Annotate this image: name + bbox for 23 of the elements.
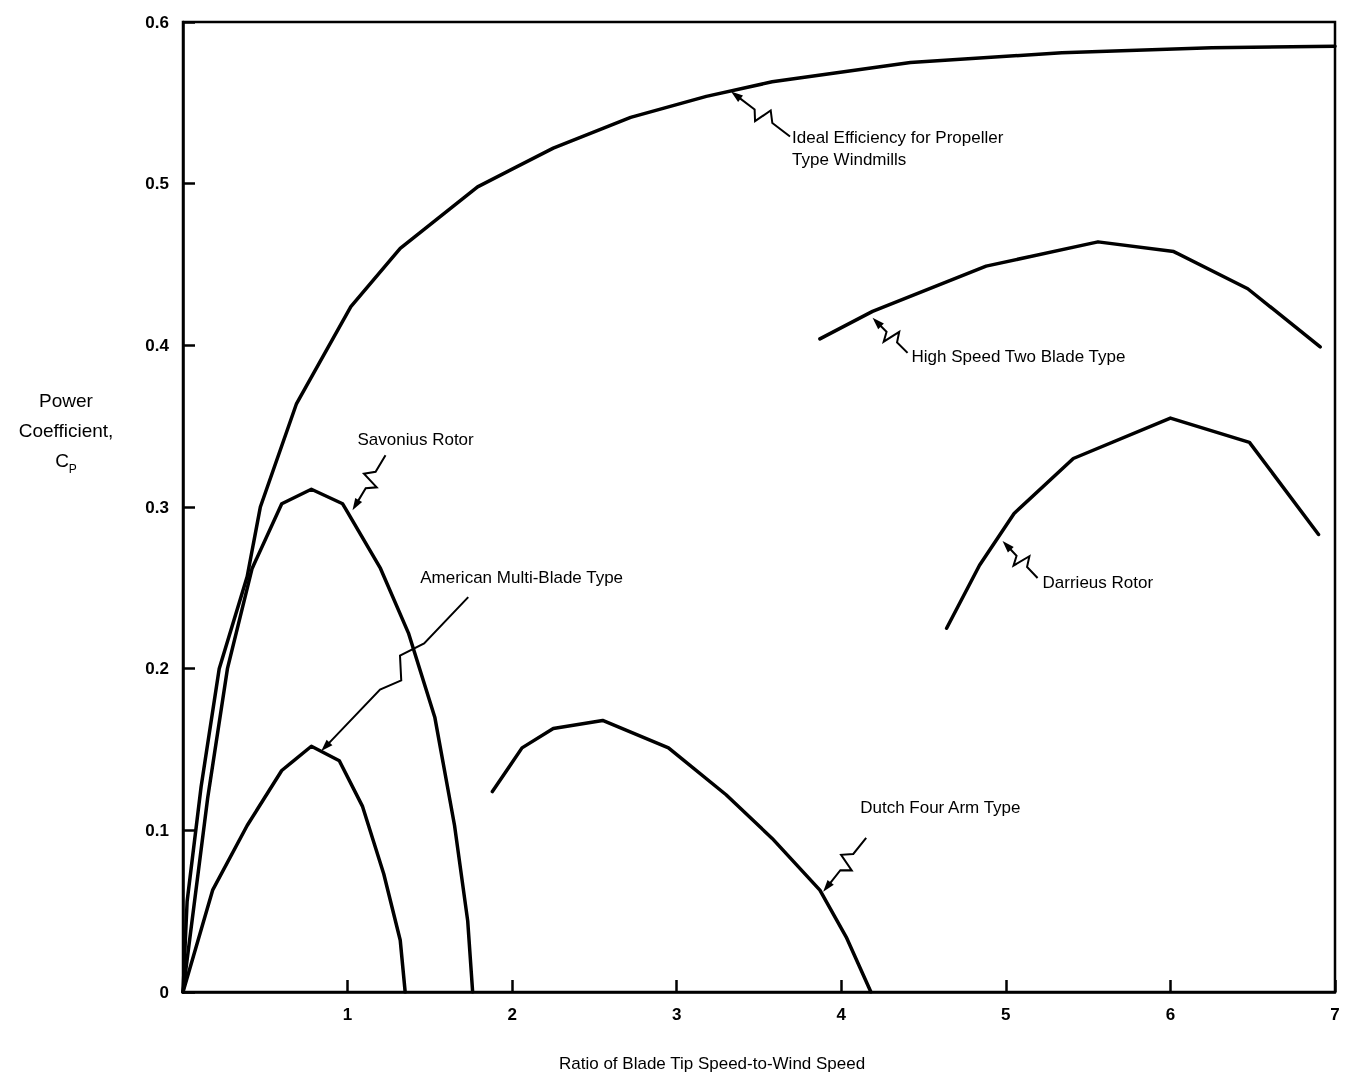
x-tick-label: 1 [342,1005,353,1024]
x-tick-label: 4 [836,1005,847,1024]
y-tick-label: 0.2 [145,659,169,679]
y-tick-label: 0.1 [145,820,169,840]
y-tick-label: 0.5 [145,174,169,194]
line-series [944,416,1321,630]
x-tick-label: 6 [1165,1005,1176,1024]
x-tick-label: 3 [671,1005,682,1024]
annotation: Darrieus Rotor [1042,573,1154,593]
y-tick-label: 0 [159,982,169,1002]
x-tick-label: 7 [1330,1005,1340,1024]
x-tick-label: 5 [1001,1005,1011,1024]
line-series [818,240,1322,349]
x-axis-title: Ratio of Blade Tip Speed-to-Wind Speed [559,1054,866,1073]
x-tick-label: 2 [507,1005,517,1024]
annotation: American Multi-Blade Type [420,567,624,587]
annotation: Ideal Efficiency for Propeller Type Windmills [792,128,1009,170]
y-tick-label: 0.4 [145,335,170,355]
y-tick-label: 0.3 [145,497,169,517]
annotation: High Speed Two Blade Type [911,347,1126,367]
y-tick-label: 0.6 [145,12,169,32]
annotation: Dutch Four Arm Type [860,798,1021,818]
annotation: Savonius Rotor [357,429,475,449]
